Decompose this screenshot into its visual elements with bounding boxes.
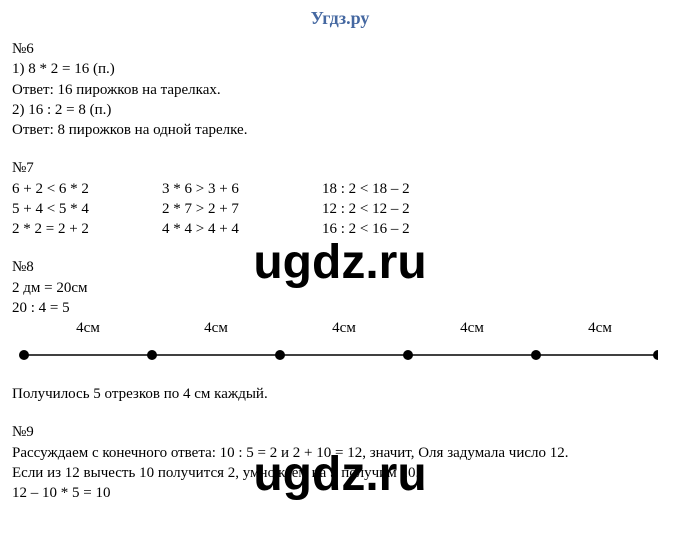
problem-7-cell: 4 * 4 > 4 + 4 bbox=[162, 219, 322, 239]
problem-6-title: №6 bbox=[12, 39, 668, 59]
segment-length-label: 4см bbox=[460, 320, 484, 337]
problem-7-cell: 5 + 4 < 5 * 4 bbox=[12, 199, 162, 219]
problem-8-line: 2 дм = 20см bbox=[12, 278, 668, 298]
problem-7-cell: 2 * 2 = 2 + 2 bbox=[12, 219, 162, 239]
segment-point-icon bbox=[653, 350, 658, 360]
segment-length-label: 4см bbox=[332, 320, 356, 337]
segment-point-icon bbox=[275, 350, 285, 360]
problem-7-cell: 12 : 2 < 12 – 2 bbox=[322, 199, 410, 219]
problem-8-result: Получилось 5 отрезков по 4 см каждый. bbox=[12, 384, 668, 404]
problem-6-line: 1) 8 * 2 = 16 (п.) bbox=[12, 59, 668, 79]
segment-line-svg bbox=[18, 348, 658, 362]
problem-6-line: 2) 16 : 2 = 8 (п.) bbox=[12, 100, 668, 120]
problem-7-cell: 6 + 2 < 6 * 2 bbox=[12, 179, 162, 199]
problem-9-title: №9 bbox=[12, 422, 668, 442]
segment-point-icon bbox=[19, 350, 29, 360]
problem-8-title: №8 bbox=[12, 257, 668, 277]
segment-length-label: 4см bbox=[588, 320, 612, 337]
problem-9-line: Рассуждаем с конечного ответа: 10 : 5 = … bbox=[12, 443, 668, 463]
problem-6: №6 1) 8 * 2 = 16 (п.) Ответ: 16 пирожков… bbox=[12, 39, 668, 140]
site-header: Угдз.ру bbox=[12, 8, 668, 29]
problem-7-cell: 18 : 2 < 18 – 2 bbox=[322, 179, 410, 199]
problem-9: №9 Рассуждаем с конечного ответа: 10 : 5… bbox=[12, 422, 668, 503]
problem-7-cell: 3 * 6 > 3 + 6 bbox=[162, 179, 322, 199]
segment-point-icon bbox=[403, 350, 413, 360]
segment-length-label: 4см bbox=[204, 320, 228, 337]
problem-8-line: 20 : 4 = 5 bbox=[12, 298, 668, 318]
problem-9-line: Если из 12 вычесть 10 получится 2, умнож… bbox=[12, 463, 668, 483]
segment-point-icon bbox=[531, 350, 541, 360]
segment-point-icon bbox=[147, 350, 157, 360]
problem-6-line: Ответ: 16 пирожков на тарелках. bbox=[12, 80, 668, 100]
segment-length-label: 4см bbox=[76, 320, 100, 337]
problem-7-cell: 2 * 7 > 2 + 7 bbox=[162, 199, 322, 219]
problem-7: №7 6 + 2 < 6 * 2 5 + 4 < 5 * 4 2 * 2 = 2… bbox=[12, 158, 668, 239]
problem-8: №8 2 дм = 20см 20 : 4 = 5 4см4см4см4см4с… bbox=[12, 257, 668, 366]
problem-8-result-text: Получилось 5 отрезков по 4 см каждый. bbox=[12, 384, 668, 404]
problem-9-line: 12 – 10 * 5 = 10 bbox=[12, 483, 668, 503]
problem-7-cell: 16 : 2 < 16 – 2 bbox=[322, 219, 410, 239]
problem-7-title: №7 bbox=[12, 158, 668, 178]
segment-diagram: 4см 4см 4см 4см 4см bbox=[18, 320, 658, 366]
problem-6-line: Ответ: 8 пирожков на одной тарелке. bbox=[12, 120, 668, 140]
